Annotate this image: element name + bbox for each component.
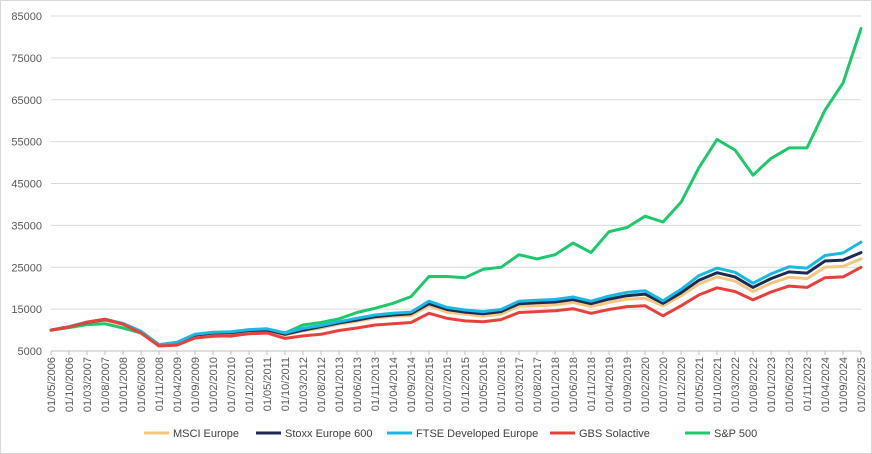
x-tick-label: 01/08/2007	[100, 357, 112, 412]
y-tick-label: 35000	[11, 220, 42, 232]
series-line-3	[49, 265, 863, 348]
x-tick-label: 01/11/2018	[586, 357, 598, 411]
x-tick-label: 01/09/2009	[190, 357, 202, 412]
x-tick-label: 01/12/2010	[244, 357, 256, 412]
x-tick-label: 01/09/2019	[622, 357, 634, 412]
x-tick-label: 01/01/2023	[766, 357, 778, 412]
legend-label: S&P 500	[714, 428, 757, 440]
x-tick-label: 01/10/2011	[280, 357, 292, 411]
series-line-0	[49, 257, 863, 347]
y-tick-label: 45000	[11, 179, 42, 191]
x-tick-label: 01/04/2009	[172, 357, 184, 412]
y-tick-label: 85000	[11, 11, 42, 23]
x-tick-label: 01/07/2010	[226, 357, 238, 412]
x-tick-label: 01/01/2013	[334, 357, 346, 412]
x-tick-label: 01/05/2016	[478, 357, 490, 412]
x-tick-label: 01/05/2021	[694, 357, 706, 412]
x-tick-label: 01/02/2020	[640, 357, 652, 412]
x-tick-label: 01/11/2023	[802, 357, 814, 411]
legend-label: Stoxx Europe 600	[285, 428, 372, 440]
x-tick-label: 01/12/2015	[460, 357, 472, 412]
x-tick-label: 01/07/2020	[658, 357, 670, 412]
x-tick-label: 01/02/2010	[208, 357, 220, 412]
x-tick-label: 01/09/2024	[838, 357, 850, 412]
x-axis: 01/05/2006 01/10/2006 01/03/2007 01/08/2007…	[46, 351, 868, 412]
x-tick-label: 01/08/2012	[316, 357, 328, 412]
y-axis: 5000 15000 25000 35000 45000 55000 65000 75000 8…	[11, 11, 42, 358]
x-tick-label: 01/01/2018	[550, 357, 562, 412]
x-tick-label: 01/02/2025	[856, 357, 868, 412]
y-tick-label: 15000	[11, 304, 42, 316]
series-line-4	[49, 27, 863, 348]
x-tick-label: 01/08/2017	[532, 357, 544, 412]
x-tick-label: 01/03/2007	[82, 357, 94, 412]
x-tick-label: 01/12/2020	[676, 357, 688, 412]
x-tick-label: 01/11/2013	[370, 357, 382, 411]
x-tick-label: 01/06/2023	[784, 357, 796, 412]
x-tick-label: 01/11/2008	[154, 357, 166, 411]
legend-label: GBS Solactive	[579, 428, 650, 440]
x-tick-label: 01/01/2008	[118, 357, 130, 412]
x-tick-label: 01/09/2014	[406, 357, 418, 412]
series-line-1	[49, 251, 863, 347]
series-lines	[49, 27, 863, 348]
x-tick-label: 01/06/2018	[568, 357, 580, 412]
x-tick-label: 01/04/2024	[820, 357, 832, 412]
x-tick-label: 01/07/2015	[442, 357, 454, 412]
x-tick-label: 01/04/2019	[604, 357, 616, 412]
x-tick-label: 01/05/2011	[262, 357, 274, 411]
legend-label: FTSE Developed Europe	[416, 428, 538, 440]
x-tick-label: 01/05/2006	[46, 357, 58, 412]
y-tick-label: 25000	[11, 262, 42, 274]
x-tick-label: 01/10/2021	[712, 357, 724, 412]
x-tick-label: 01/04/2014	[388, 357, 400, 412]
legend-label: MSCI Europe	[173, 428, 239, 440]
y-tick-label: 65000	[11, 95, 42, 107]
x-tick-label: 01/03/2012	[298, 357, 310, 412]
legend: MSCI Europe Stoxx Europe 600 FTSE Develope…	[144, 428, 757, 440]
x-tick-label: 01/08/2022	[748, 357, 760, 412]
x-tick-label: 01/03/2022	[730, 357, 742, 412]
x-tick-label: 01/06/2008	[136, 357, 148, 412]
series-line-2	[49, 240, 863, 347]
x-tick-label: 01/10/2016	[496, 357, 508, 412]
y-tick-label: 75000	[11, 53, 42, 65]
y-tick-label: 55000	[11, 137, 42, 149]
gridlines	[51, 15, 861, 352]
x-tick-label: 01/03/2017	[514, 357, 526, 412]
y-tick-label: 5000	[18, 346, 42, 358]
x-tick-label: 01/10/2006	[64, 357, 76, 412]
x-tick-label: 01/06/2013	[352, 357, 364, 412]
x-tick-label: 01/02/2015	[424, 357, 436, 412]
